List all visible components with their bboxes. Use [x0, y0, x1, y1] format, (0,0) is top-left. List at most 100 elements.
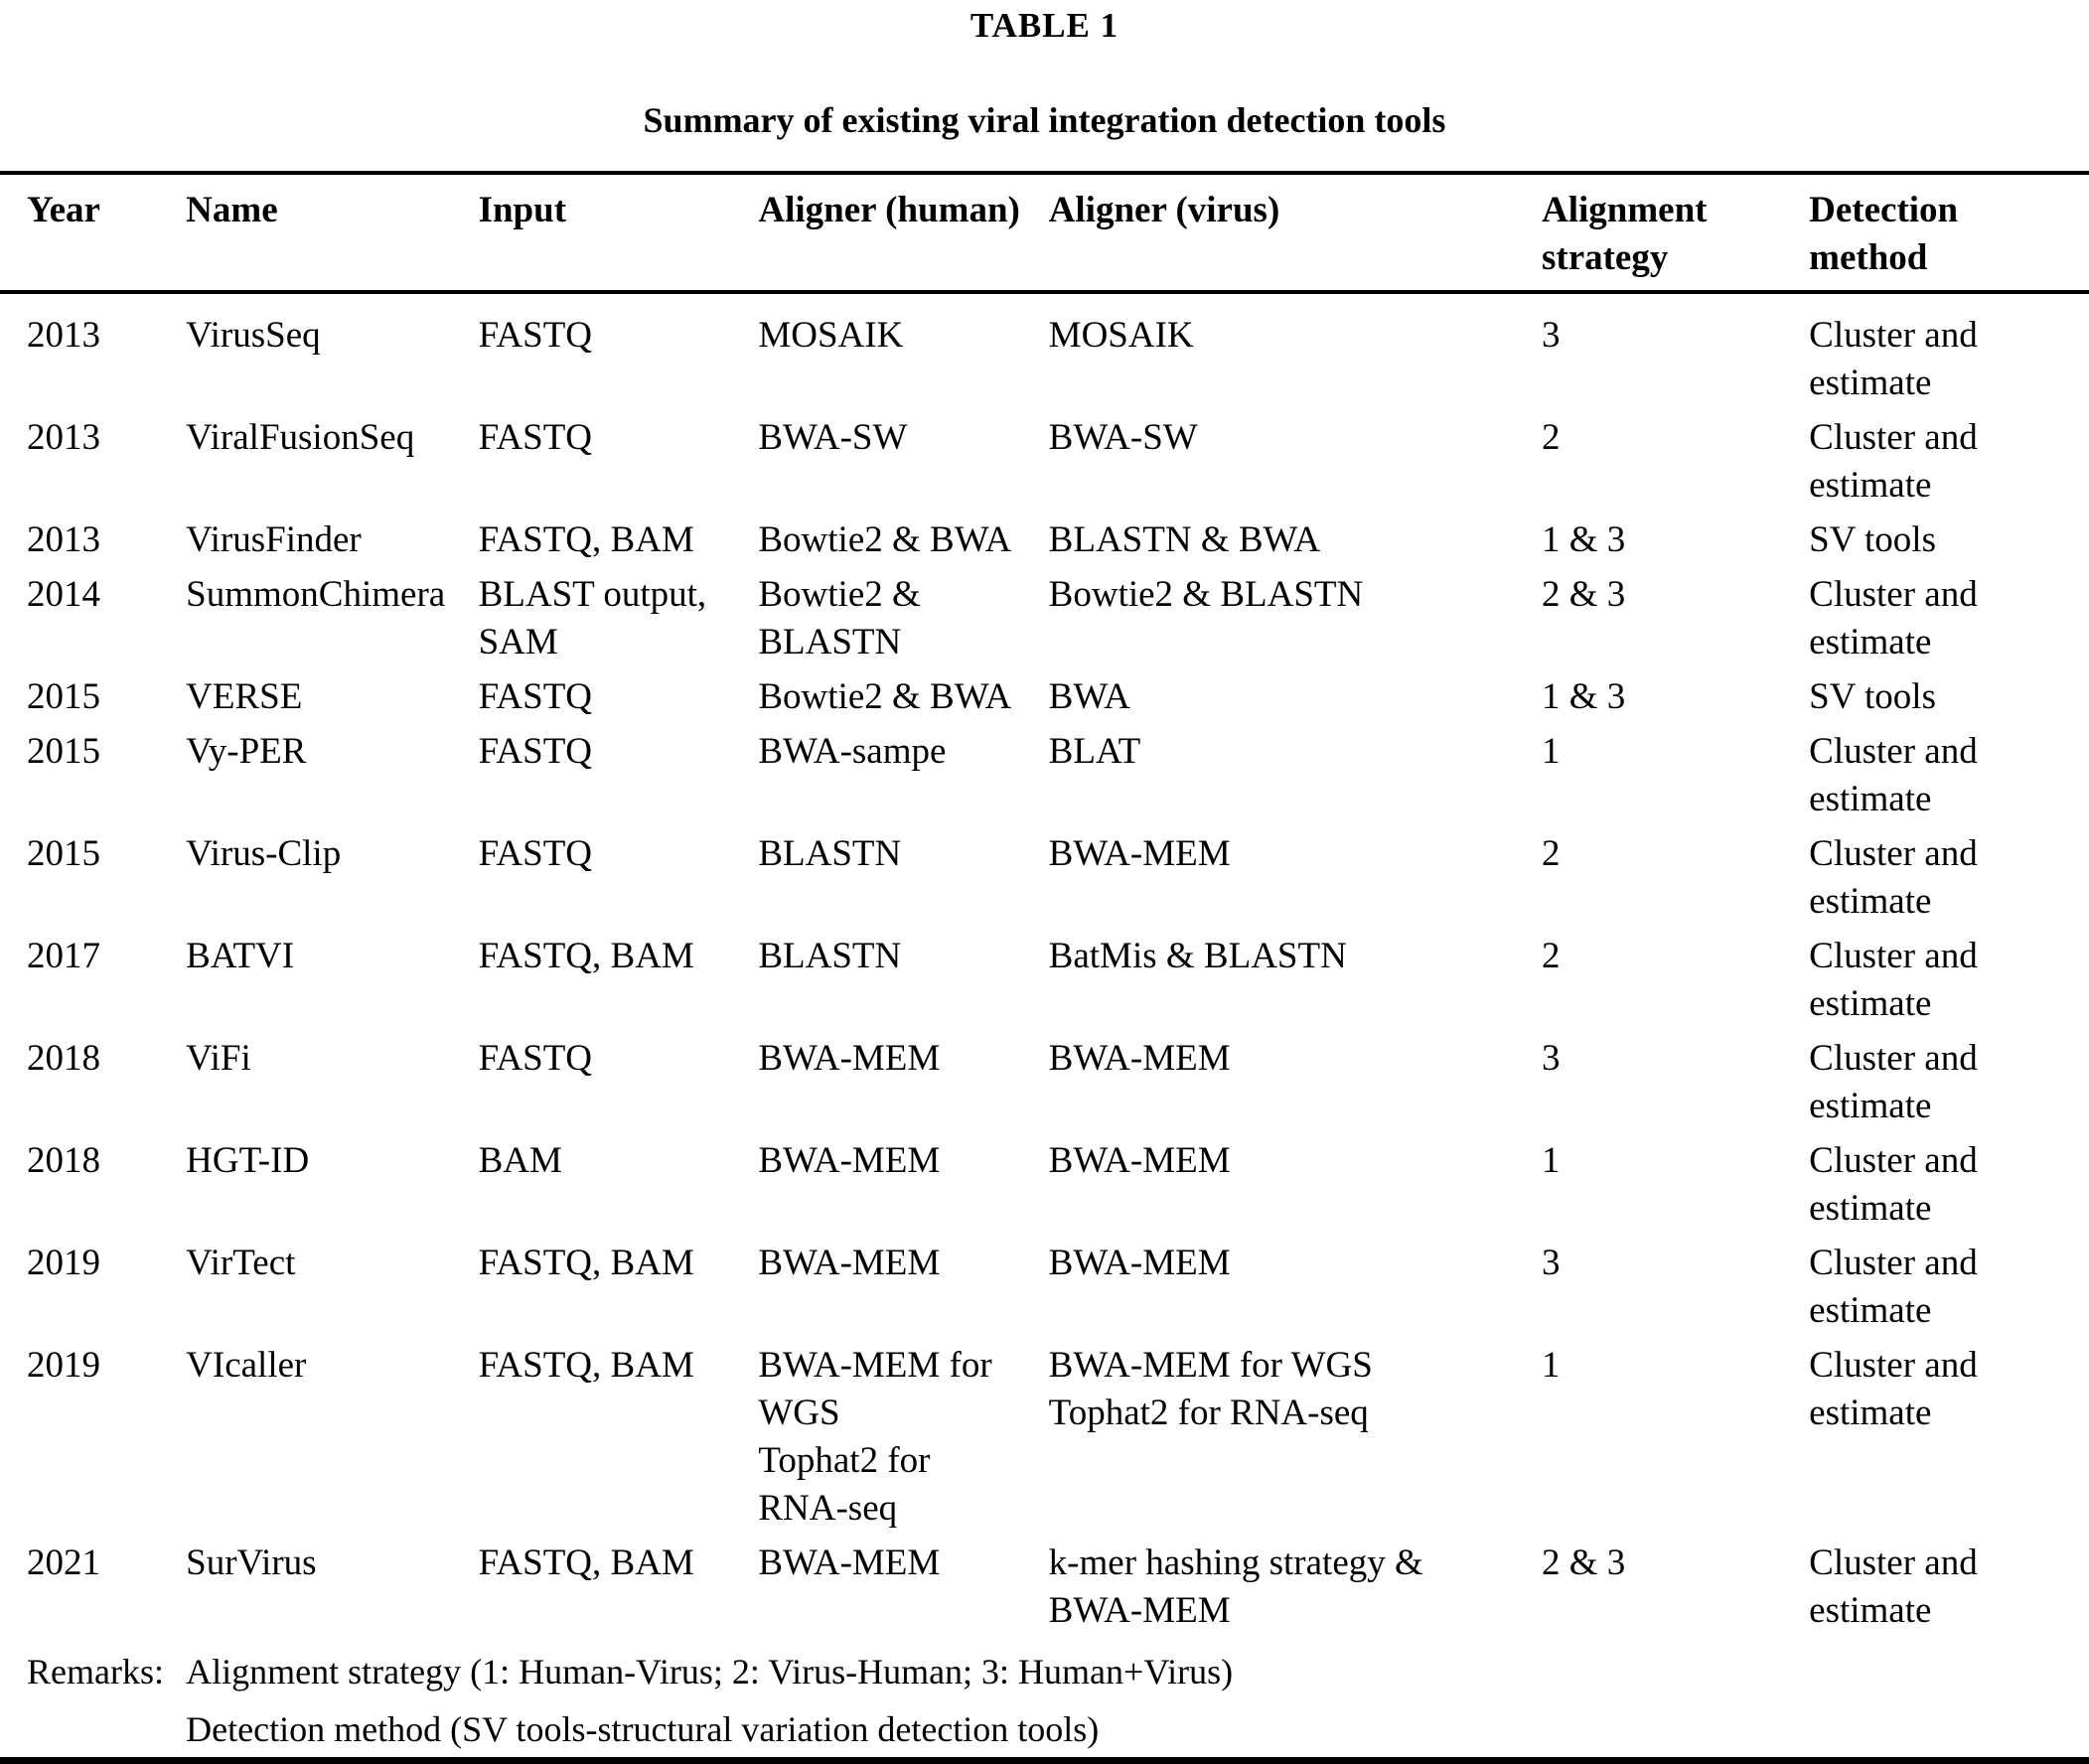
- cell-aligner-human: BWA-MEM: [758, 1140, 941, 1181]
- cell-detection-method: Cluster and estimate: [1809, 1140, 1978, 1229]
- cell-name: VirTect: [186, 1243, 296, 1283]
- cell-year: 2013: [27, 519, 100, 560]
- cell-input: FASTQ, BAM: [478, 1345, 694, 1386]
- cell-name: VirusFinder: [186, 519, 362, 560]
- cell-aligner-human: MOSAIK: [758, 315, 904, 356]
- cell-name: VirusSeq: [186, 315, 321, 356]
- cell-input: FASTQ: [478, 731, 593, 772]
- cell-detection-method: Cluster and estimate: [1809, 1345, 1978, 1433]
- cell-aligner-human: BWA-MEM for WGS Tophat2 for RNA-seq: [758, 1345, 992, 1529]
- cell-aligner-virus: BLASTN & BWA: [1048, 519, 1321, 560]
- cell-name: HGT-ID: [186, 1140, 310, 1181]
- cell-year: 2019: [27, 1243, 100, 1283]
- cell-name: VERSE: [186, 676, 303, 717]
- remarks-label: Remarks:: [27, 1652, 164, 1691]
- column-header-detection-method: Detection method: [1809, 173, 2089, 294]
- cell-detection-method: Cluster and estimate: [1809, 1543, 1978, 1631]
- cell-detection-method: SV tools: [1809, 519, 1936, 560]
- cell-year: 2013: [27, 417, 100, 458]
- table-row: 2017 BATVI FASTQ, BAM BLASTN BatMis & BL…: [0, 933, 2089, 1035]
- cell-aligner-human: BLASTN: [758, 833, 902, 874]
- cell-name: Virus-Clip: [186, 833, 342, 874]
- cell-aligner-virus: Bowtie2 & BLASTN: [1048, 574, 1364, 615]
- remarks-line-2: Detection method (SV tools-structural va…: [186, 1709, 1100, 1749]
- column-header-aligner-human: Aligner (human): [758, 173, 1049, 294]
- table-row: 2015 Vy-PER FASTQ BWA-sampe BLAT 1 Clust…: [0, 728, 2089, 830]
- cell-input: FASTQ, BAM: [478, 519, 694, 560]
- table-row: 2019 VIcaller FASTQ, BAM BWA-MEM for WGS…: [0, 1342, 2089, 1540]
- cell-year: 2013: [27, 315, 100, 356]
- cell-alignment-strategy: 2 & 3: [1541, 1543, 1626, 1583]
- cell-alignment-strategy: 2: [1541, 417, 1561, 458]
- cell-input: FASTQ: [478, 417, 593, 458]
- cell-year: 2018: [27, 1140, 100, 1181]
- cell-input: FASTQ, BAM: [478, 1543, 694, 1583]
- cell-detection-method: Cluster and estimate: [1809, 1243, 1978, 1331]
- table-header: Year Name Input Aligner (human) Aligner …: [0, 173, 2089, 294]
- cell-detection-method: Cluster and estimate: [1809, 833, 1978, 922]
- cell-year: 2015: [27, 676, 100, 717]
- table-row: 2015 VERSE FASTQ Bowtie2 & BWA BWA 1 & 3…: [0, 673, 2089, 728]
- cell-input: FASTQ: [478, 676, 593, 717]
- cell-aligner-human: BWA-MEM: [758, 1243, 941, 1283]
- cell-aligner-human: BWA-MEM: [758, 1543, 941, 1583]
- cell-aligner-human: Bowtie2 & BWA: [758, 676, 1012, 717]
- cell-aligner-human: Bowtie2 & BLASTN: [758, 574, 921, 662]
- cell-name: SummonChimera: [186, 574, 446, 615]
- cell-input: FASTQ, BAM: [478, 1243, 694, 1283]
- cell-aligner-virus: k-mer hashing strategy & BWA-MEM: [1048, 1543, 1423, 1631]
- remarks-row-1: Remarks: Alignment strategy (1: Human-Vi…: [0, 1642, 2089, 1699]
- cell-alignment-strategy: 1 & 3: [1541, 676, 1626, 717]
- table-row: 2013 VirusSeq FASTQ MOSAIK MOSAIK 3 Clus…: [0, 292, 2089, 414]
- cell-input: BLAST output, SAM: [478, 574, 707, 662]
- remarks-line-1: Alignment strategy (1: Human-Virus; 2: V…: [186, 1652, 1234, 1691]
- cell-year: 2015: [27, 833, 100, 874]
- cell-aligner-human: BLASTN: [758, 936, 902, 976]
- cell-alignment-strategy: 2: [1541, 833, 1561, 874]
- cell-aligner-virus: BWA-SW: [1048, 417, 1198, 458]
- cell-alignment-strategy: 1: [1541, 1140, 1561, 1181]
- column-header-aligner-virus: Aligner (virus): [1048, 173, 1542, 294]
- cell-aligner-human: BWA-sampe: [758, 731, 947, 772]
- cell-alignment-strategy: 3: [1541, 315, 1561, 356]
- cell-aligner-virus: BWA-MEM: [1048, 833, 1231, 874]
- cell-aligner-virus: BatMis & BLASTN: [1048, 936, 1347, 976]
- cell-name: SurVirus: [186, 1543, 317, 1583]
- cell-detection-method: Cluster and estimate: [1809, 315, 1978, 403]
- cell-input: FASTQ, BAM: [478, 936, 694, 976]
- cell-year: 2014: [27, 574, 100, 615]
- remarks-label-spacer: [0, 1699, 186, 1761]
- cell-aligner-human: BWA-MEM: [758, 1038, 941, 1079]
- table-caption: Summary of existing viral integration de…: [643, 100, 1446, 140]
- cell-aligner-human: BWA-SW: [758, 417, 908, 458]
- cell-alignment-strategy: 1 & 3: [1541, 519, 1626, 560]
- cell-name: VIcaller: [186, 1345, 307, 1386]
- column-header-input: Input: [478, 173, 759, 294]
- cell-detection-method: Cluster and estimate: [1809, 417, 1978, 506]
- cell-year: 2015: [27, 731, 100, 772]
- table-remarks: Remarks: Alignment strategy (1: Human-Vi…: [0, 1642, 2089, 1761]
- cell-alignment-strategy: 3: [1541, 1038, 1561, 1079]
- cell-name: ViralFusionSeq: [186, 417, 415, 458]
- cell-alignment-strategy: 2: [1541, 936, 1561, 976]
- table-row: 2014 SummonChimera BLAST output, SAM Bow…: [0, 571, 2089, 673]
- tools-table: Year Name Input Aligner (human) Aligner …: [0, 171, 2089, 1764]
- cell-detection-method: SV tools: [1809, 676, 1936, 717]
- header-row: Year Name Input Aligner (human) Aligner …: [0, 173, 2089, 294]
- table-row: 2015 Virus-Clip FASTQ BLASTN BWA-MEM 2 C…: [0, 830, 2089, 933]
- cell-aligner-virus: BWA-MEM: [1048, 1140, 1231, 1181]
- cell-aligner-virus: BWA-MEM: [1048, 1243, 1231, 1283]
- cell-aligner-virus: MOSAIK: [1048, 315, 1194, 356]
- remarks-row-2: Detection method (SV tools-structural va…: [0, 1699, 2089, 1761]
- cell-year: 2017: [27, 936, 100, 976]
- column-header-alignment-strategy: Alignment strategy: [1541, 173, 1810, 294]
- cell-year: 2019: [27, 1345, 100, 1386]
- cell-alignment-strategy: 1: [1541, 731, 1561, 772]
- cell-year: 2018: [27, 1038, 100, 1079]
- table-row: 2018 HGT-ID BAM BWA-MEM BWA-MEM 1 Cluste…: [0, 1137, 2089, 1240]
- cell-detection-method: Cluster and estimate: [1809, 936, 1978, 1024]
- column-header-year: Year: [0, 173, 187, 294]
- cell-detection-method: Cluster and estimate: [1809, 731, 1978, 819]
- cell-aligner-human: Bowtie2 & BWA: [758, 519, 1012, 560]
